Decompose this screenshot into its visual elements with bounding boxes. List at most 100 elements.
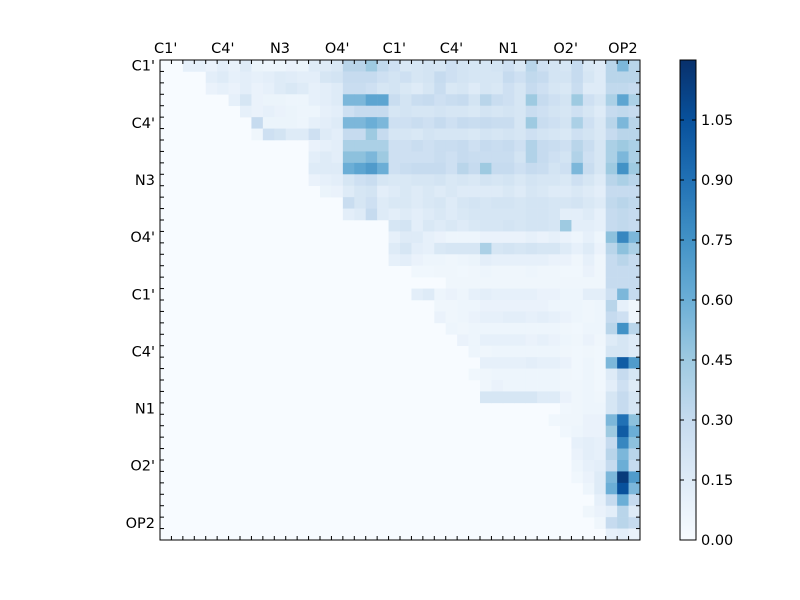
heatmap-cell bbox=[605, 505, 618, 518]
heatmap-cell bbox=[617, 60, 629, 72]
heatmap-cell bbox=[548, 82, 561, 95]
heatmap-cell bbox=[320, 71, 332, 84]
heatmap-cell bbox=[434, 128, 447, 141]
heatmap-cell bbox=[434, 185, 447, 198]
heatmap-cell bbox=[491, 140, 504, 152]
colorbar-tick-label: 0.00 bbox=[701, 533, 733, 549]
heatmap-cell bbox=[560, 334, 572, 347]
heatmap-cell bbox=[594, 117, 607, 129]
heatmap-cell bbox=[605, 528, 618, 541]
heatmap-cell bbox=[422, 105, 435, 118]
heatmap-cell bbox=[502, 254, 515, 267]
heatmap-cell bbox=[422, 174, 435, 187]
heatmap-cell bbox=[605, 368, 618, 381]
heatmap-cell bbox=[514, 140, 527, 152]
heatmap-cell bbox=[514, 94, 527, 107]
heatmap-cell bbox=[377, 185, 389, 198]
heatmap-cell bbox=[560, 208, 572, 221]
heatmap-cell bbox=[537, 300, 549, 312]
heatmap-cell bbox=[240, 60, 252, 72]
heatmap-cell bbox=[377, 128, 389, 141]
heatmap-cell bbox=[468, 254, 481, 267]
heatmap-cell bbox=[628, 82, 641, 95]
heatmap-cell bbox=[502, 162, 515, 175]
heatmap-cell bbox=[468, 105, 481, 118]
heatmap-cell bbox=[422, 185, 435, 198]
heatmap-cell bbox=[342, 117, 355, 129]
heatmap-cell bbox=[582, 197, 595, 209]
heatmap-cell bbox=[605, 254, 618, 267]
heatmap-cell bbox=[331, 71, 344, 84]
heatmap-cell bbox=[468, 288, 481, 301]
heatmap-cell bbox=[594, 368, 607, 381]
heatmap-cell bbox=[617, 277, 629, 289]
heatmap-cell bbox=[400, 208, 412, 221]
heatmap-cell bbox=[594, 300, 607, 312]
heatmap-cell bbox=[605, 494, 618, 507]
heatmap-cell bbox=[331, 60, 344, 72]
heatmap-cell bbox=[445, 117, 458, 129]
heatmap-cell bbox=[422, 71, 435, 84]
heatmap-cell bbox=[262, 71, 275, 84]
heatmap-cell bbox=[548, 94, 561, 107]
heatmap-cell bbox=[514, 368, 527, 381]
heatmap-cell bbox=[560, 277, 572, 289]
heatmap-cell bbox=[365, 197, 378, 209]
heatmap-cell bbox=[605, 357, 618, 369]
heatmap-cell bbox=[594, 197, 607, 209]
heatmap-cell bbox=[434, 288, 447, 301]
heatmap-cell bbox=[560, 254, 572, 267]
heatmap-cell bbox=[331, 151, 344, 164]
heatmap-cell bbox=[274, 117, 287, 129]
heatmap-cell bbox=[342, 60, 355, 72]
heatmap-cell bbox=[617, 231, 629, 244]
x-tick-label: N1 bbox=[499, 41, 519, 57]
heatmap-cell bbox=[548, 105, 561, 118]
heatmap-cell bbox=[617, 197, 629, 209]
heatmap-cell bbox=[285, 105, 298, 118]
heatmap-cell bbox=[468, 300, 481, 312]
heatmap-cell bbox=[605, 437, 618, 449]
heatmap-cell bbox=[308, 105, 321, 118]
heatmap-cell bbox=[617, 494, 629, 507]
heatmap-cell bbox=[617, 528, 629, 541]
heatmap-cell bbox=[560, 105, 572, 118]
heatmap-cell bbox=[297, 71, 309, 84]
heatmap-cell bbox=[617, 117, 629, 129]
heatmap-cell bbox=[422, 140, 435, 152]
heatmap-cell bbox=[457, 231, 469, 244]
heatmap-cell bbox=[571, 300, 584, 312]
heatmap-cell bbox=[514, 334, 527, 347]
heatmap-cell bbox=[354, 162, 367, 175]
heatmap-cell bbox=[548, 208, 561, 221]
heatmap-cell bbox=[537, 357, 549, 369]
heatmap-cell bbox=[491, 254, 504, 267]
heatmap-cell bbox=[548, 311, 561, 324]
heatmap-cell bbox=[617, 437, 629, 449]
heatmap-cell bbox=[571, 94, 584, 107]
heatmap-cell bbox=[491, 277, 504, 289]
heatmap-cell bbox=[605, 185, 618, 198]
heatmap-cell bbox=[514, 231, 527, 244]
heatmap-cell bbox=[571, 197, 584, 209]
heatmap-cell bbox=[320, 162, 332, 175]
heatmap-cell bbox=[594, 517, 607, 529]
heatmap-cell bbox=[571, 288, 584, 301]
heatmap-cell bbox=[571, 414, 584, 427]
heatmap-cell bbox=[445, 242, 458, 255]
heatmap-cell bbox=[342, 151, 355, 164]
x-tick-label: N3 bbox=[270, 41, 290, 57]
heatmap-cell bbox=[617, 322, 629, 335]
heatmap-cell bbox=[537, 322, 549, 335]
heatmap-cell bbox=[411, 128, 424, 141]
heatmap-cell bbox=[548, 265, 561, 278]
heatmap-cell bbox=[388, 220, 401, 232]
heatmap-cell bbox=[582, 425, 595, 438]
heatmap-cell bbox=[628, 494, 641, 507]
heatmap-cell bbox=[525, 345, 538, 358]
heatmap-cell bbox=[468, 94, 481, 107]
heatmap-cell bbox=[491, 185, 504, 198]
heatmap-cell bbox=[525, 174, 538, 187]
heatmap-cell bbox=[194, 60, 207, 72]
heatmap-cell bbox=[605, 82, 618, 95]
